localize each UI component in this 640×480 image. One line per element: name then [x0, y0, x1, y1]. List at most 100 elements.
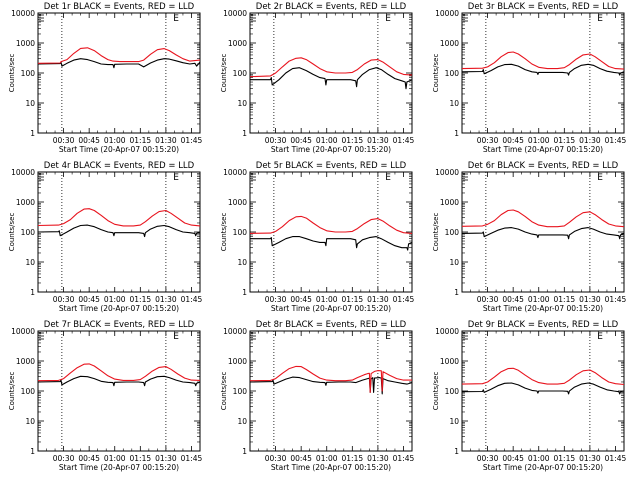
y-tick-label: 1000	[16, 357, 35, 366]
y-axis-label: Counts/sec	[432, 54, 440, 93]
x-tick-label: 01:00	[316, 295, 338, 304]
x-tick-label: 00:45	[502, 136, 524, 145]
x-tick-label: 00:45	[290, 295, 312, 304]
series-line-events	[250, 236, 413, 251]
x-tick-label: 00:30	[53, 136, 75, 145]
y-tick-label: 10	[449, 99, 459, 108]
marker-label: E	[597, 332, 603, 342]
y-tick-label: 100	[21, 228, 36, 237]
chart-panel-9: Det 9r BLACK = Events, RED = LLD 1 10 100 10…	[432, 320, 627, 472]
y-tick-label: 10000	[223, 168, 247, 177]
x-tick-label: 01:15	[554, 295, 576, 304]
x-tick-label: 01:30	[367, 454, 389, 463]
x-tick-label: 01:45	[181, 454, 203, 463]
x-tick-label: 01:15	[554, 454, 576, 463]
y-tick-label: 10	[237, 99, 247, 108]
y-tick-label: 10	[25, 258, 35, 267]
y-tick-label: 1000	[228, 39, 247, 48]
series-line-events	[461, 227, 625, 240]
chart-panel-6: Det 6r BLACK = Events, RED = LLD 1 10 100 10…	[432, 161, 627, 313]
y-axis-label: Counts/sec	[8, 54, 16, 93]
x-tick-label: 01:30	[367, 136, 389, 145]
y-tick-label: 1000	[16, 198, 35, 207]
chart-title: Det 8r BLACK = Events, RED = LLD	[256, 320, 407, 330]
x-tick-label: 01:00	[528, 136, 550, 145]
y-axis-label: Counts/sec	[8, 372, 16, 411]
x-tick-label: 01:30	[155, 136, 177, 145]
marker-label: E	[173, 173, 179, 183]
chart-title: Det 3r BLACK = Events, RED = LLD	[468, 2, 619, 12]
x-tick-label: 00:30	[477, 136, 499, 145]
x-tick-label: 01:30	[155, 295, 177, 304]
x-axis-label: Start Time (20-Apr-07 00:15:20)	[483, 463, 603, 472]
series-line-lld	[249, 365, 412, 393]
y-tick-label: 1000	[228, 357, 247, 366]
y-tick-label: 1	[454, 447, 459, 456]
series-line-events	[461, 63, 625, 76]
x-axis-label: Start Time (20-Apr-07 00:15:20)	[59, 304, 179, 313]
series-line-events	[37, 58, 201, 69]
x-tick-label: 01:15	[342, 136, 364, 145]
y-tick-label: 100	[445, 69, 460, 78]
x-tick-label: 01:45	[605, 454, 627, 463]
chart-panel-2: Det 2r BLACK = Events, RED = LLD 1 10 100 10…	[220, 2, 415, 154]
x-tick-label: 00:30	[265, 295, 287, 304]
x-tick-label: 00:45	[290, 136, 312, 145]
chart-panel-5: Det 5r BLACK = Events, RED = LLD 1 10 100 10…	[220, 161, 415, 313]
x-tick-label: 01:15	[130, 454, 152, 463]
y-tick-label: 10000	[11, 327, 35, 336]
x-tick-label: 00:30	[53, 295, 75, 304]
x-tick-label: 01:45	[605, 295, 627, 304]
x-tick-label: 01:45	[393, 454, 415, 463]
chart-title: Det 4r BLACK = Events, RED = LLD	[44, 161, 195, 171]
series-line-events	[37, 224, 201, 238]
y-tick-label: 100	[233, 387, 248, 396]
y-tick-label: 10	[25, 417, 35, 426]
y-tick-label: 100	[233, 69, 248, 78]
series-line-lld	[249, 57, 413, 78]
y-tick-label: 1	[30, 129, 35, 138]
series-line-lld	[37, 363, 201, 382]
x-tick-label: 01:45	[181, 295, 203, 304]
chart-title: Det 2r BLACK = Events, RED = LLD	[256, 2, 407, 12]
y-tick-label: 100	[445, 228, 460, 237]
y-tick-label: 1000	[16, 39, 35, 48]
chart-panel-8: Det 8r BLACK = Events, RED = LLD 1 10 100 10…	[220, 320, 415, 472]
x-tick-label: 00:30	[265, 136, 287, 145]
x-axis-label: Start Time (20-Apr-07 00:15:20)	[483, 304, 603, 313]
y-tick-label: 10	[237, 417, 247, 426]
y-tick-label: 10	[449, 258, 459, 267]
x-tick-label: 01:45	[181, 136, 203, 145]
marker-label: E	[173, 332, 179, 342]
x-tick-label: 01:15	[130, 295, 152, 304]
chart-title: Det 6r BLACK = Events, RED = LLD	[468, 161, 619, 171]
x-tick-label: 00:30	[53, 454, 75, 463]
x-axis-label: Start Time (20-Apr-07 00:15:20)	[59, 463, 179, 472]
y-tick-label: 10000	[435, 9, 459, 18]
y-axis-label: Counts/sec	[432, 372, 440, 411]
x-tick-label: 01:00	[528, 454, 550, 463]
y-tick-label: 1000	[440, 39, 459, 48]
x-tick-label: 00:30	[265, 454, 287, 463]
x-tick-label: 01:00	[316, 136, 338, 145]
y-tick-label: 1	[454, 129, 459, 138]
series-line-events	[37, 375, 201, 387]
x-tick-label: 00:30	[477, 295, 499, 304]
marker-label: E	[597, 173, 603, 183]
x-tick-label: 01:30	[579, 136, 601, 145]
x-axis-label: Start Time (20-Apr-07 00:15:20)	[59, 145, 179, 154]
y-axis-label: Counts/sec	[220, 372, 228, 411]
y-tick-label: 100	[233, 228, 248, 237]
y-tick-label: 1	[242, 288, 247, 297]
x-tick-label: 01:45	[393, 295, 415, 304]
y-tick-label: 10000	[223, 327, 247, 336]
y-tick-label: 10000	[11, 168, 35, 177]
x-tick-label: 00:45	[502, 295, 524, 304]
x-tick-label: 00:45	[502, 454, 524, 463]
y-axis-label: Counts/sec	[220, 213, 228, 252]
x-tick-label: 01:30	[579, 295, 601, 304]
x-axis-label: Start Time (20-Apr-07 00:15:20)	[271, 463, 391, 472]
marker-label: E	[173, 14, 179, 24]
y-tick-label: 1	[242, 129, 247, 138]
x-tick-label: 01:45	[393, 136, 415, 145]
